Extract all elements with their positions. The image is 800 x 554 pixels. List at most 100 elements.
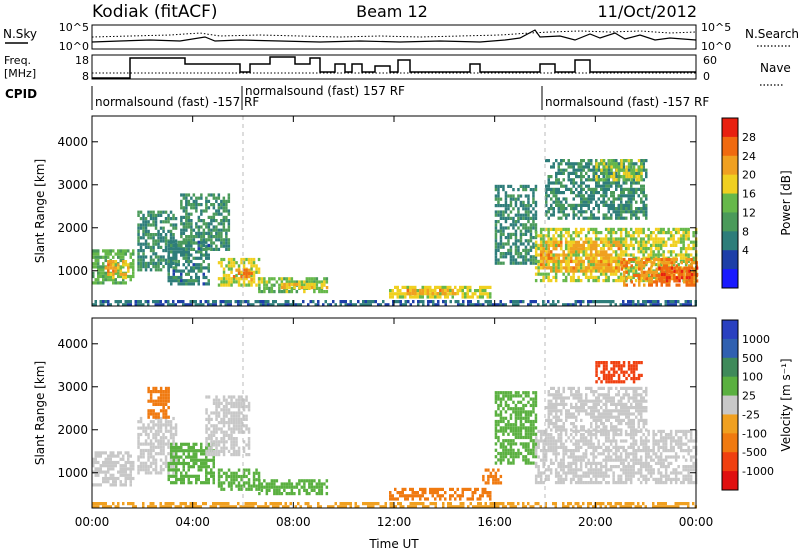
data-cell <box>547 187 550 191</box>
data-cell <box>643 283 646 287</box>
data-cell <box>127 473 130 477</box>
data-cell <box>555 247 558 251</box>
data-cell <box>524 442 528 446</box>
data-cell <box>139 226 143 230</box>
data-cell <box>615 216 618 220</box>
data-cell <box>550 207 553 211</box>
data-cell <box>167 399 170 403</box>
data-cell <box>602 272 605 276</box>
data-cell <box>620 187 623 191</box>
data-cell <box>164 461 168 465</box>
data-cell <box>569 477 573 481</box>
data-cell <box>494 210 498 214</box>
data-cell <box>202 481 205 485</box>
data-cell <box>240 484 243 488</box>
data-cell <box>594 234 598 238</box>
data-cell <box>446 288 450 292</box>
data-cell <box>222 270 226 274</box>
data-cell <box>97 470 100 474</box>
data-cell <box>668 283 671 287</box>
data-cell <box>192 474 195 478</box>
data-cell <box>298 479 301 483</box>
data-cell <box>139 261 143 265</box>
data-cell <box>617 266 620 270</box>
data-cell <box>217 478 221 482</box>
data-cell <box>622 181 625 185</box>
data-cell <box>157 429 160 433</box>
data-cell <box>139 442 143 446</box>
data-cell <box>102 476 105 481</box>
data-cell <box>494 481 498 485</box>
data-cell <box>529 429 533 433</box>
data-cell <box>534 391 538 395</box>
data-cell <box>597 237 600 241</box>
data-cell <box>147 448 150 453</box>
data-cell <box>497 245 500 249</box>
data-cell <box>602 194 605 198</box>
data-cell <box>220 417 223 421</box>
data-cell <box>94 300 97 304</box>
data-cell <box>550 243 553 248</box>
data-cell <box>219 303 222 307</box>
data-cell <box>172 452 175 456</box>
data-cell <box>600 194 603 198</box>
data-cell <box>502 216 505 220</box>
data-cell <box>102 281 105 285</box>
data-cell <box>684 263 688 267</box>
data-cell <box>590 194 593 198</box>
data-cell <box>129 262 132 266</box>
data-cell <box>399 292 402 296</box>
data-cell <box>310 482 314 486</box>
data-cell <box>524 223 528 227</box>
data-cell <box>507 461 510 465</box>
data-cell <box>547 250 550 254</box>
data-cell <box>190 269 193 273</box>
data-cell <box>577 168 580 172</box>
data-cell <box>247 468 251 472</box>
data-cell <box>489 303 492 307</box>
data-cell <box>290 282 294 286</box>
data-cell <box>230 398 233 402</box>
data-cell <box>149 471 153 475</box>
data-cell <box>202 235 206 239</box>
data-cell <box>629 253 633 257</box>
data-cell <box>692 240 695 244</box>
data-cell <box>577 165 580 169</box>
data-cell <box>129 454 132 458</box>
data-cell <box>137 213 140 217</box>
data-cell <box>617 213 620 217</box>
data-cell <box>240 417 243 421</box>
data-cell <box>170 275 173 280</box>
data-cell <box>175 461 178 466</box>
data-cell <box>582 227 585 231</box>
data-cell <box>627 178 630 182</box>
data-cell <box>625 283 628 287</box>
data-cell <box>572 279 575 283</box>
data-cell <box>288 482 291 486</box>
data-cell <box>585 171 588 175</box>
data-cell <box>308 280 311 284</box>
data-cell <box>617 168 621 172</box>
data-cell <box>507 248 510 252</box>
data-cell <box>527 461 530 465</box>
data-cell <box>147 471 150 475</box>
data-cell <box>215 401 218 405</box>
data-cell <box>693 267 696 271</box>
data-cell <box>127 457 130 461</box>
data-cell <box>315 283 319 287</box>
data-cell <box>647 259 650 263</box>
data-cell <box>592 240 595 244</box>
data-cell <box>487 478 490 482</box>
data-cell <box>247 478 251 482</box>
data-cell <box>494 242 498 246</box>
data-cell <box>112 272 115 276</box>
data-cell <box>595 250 598 254</box>
data-cell <box>114 262 117 266</box>
data-cell <box>222 228 226 232</box>
data-cell <box>469 289 472 293</box>
data-cell <box>630 187 633 191</box>
data-cell <box>607 197 610 201</box>
data-cell <box>194 303 197 307</box>
data-cell <box>572 247 575 251</box>
data-cell <box>486 491 489 495</box>
